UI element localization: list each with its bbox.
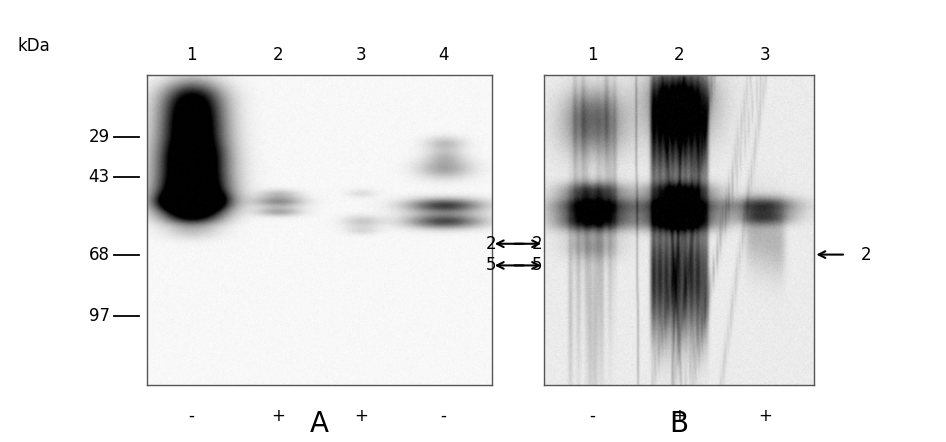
Text: -: - (188, 407, 195, 425)
Text: 2: 2 (861, 246, 871, 263)
Text: +: + (758, 407, 772, 425)
Text: +: + (271, 407, 285, 425)
Text: A: A (309, 410, 329, 438)
Text: 97: 97 (89, 308, 110, 325)
Text: 2: 2 (674, 46, 684, 64)
Text: 68: 68 (89, 246, 110, 263)
Text: 1: 1 (186, 46, 197, 64)
Text: 5: 5 (532, 256, 542, 274)
Text: 3: 3 (356, 46, 366, 64)
Text: 5: 5 (486, 256, 497, 274)
Text: 2: 2 (486, 235, 497, 253)
Text: 43: 43 (89, 168, 110, 186)
Text: kDa: kDa (17, 37, 50, 55)
Text: B: B (669, 410, 689, 438)
Text: 3: 3 (760, 46, 770, 64)
Text: 29: 29 (89, 128, 110, 146)
Text: 2: 2 (532, 235, 542, 253)
Text: -: - (441, 407, 447, 425)
Text: 2: 2 (272, 46, 283, 64)
Text: +: + (354, 407, 368, 425)
Text: 1: 1 (587, 46, 598, 64)
Text: +: + (672, 407, 686, 425)
Text: 4: 4 (438, 46, 448, 64)
Text: -: - (589, 407, 595, 425)
